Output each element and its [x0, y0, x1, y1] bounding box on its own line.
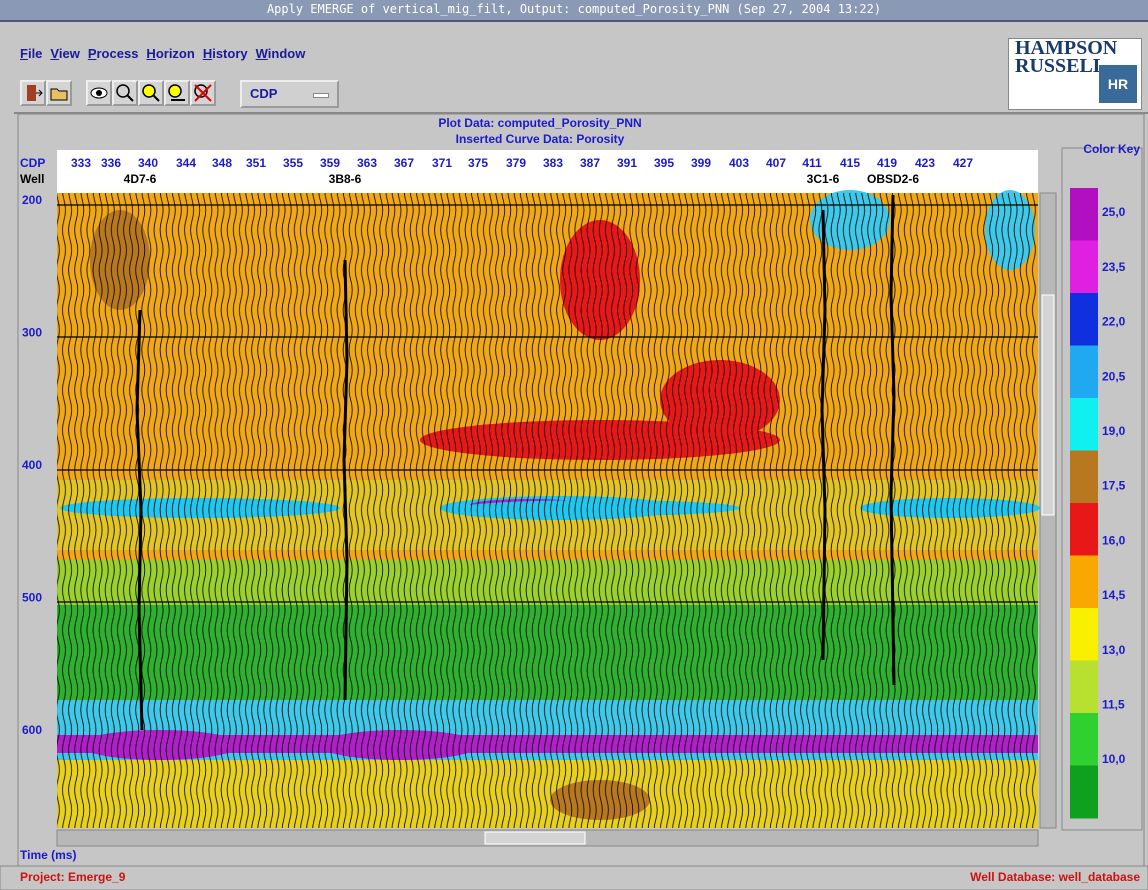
well-label: Well — [20, 172, 44, 186]
color-swatch — [1070, 188, 1098, 241]
cdp-tick-label: 351 — [246, 156, 266, 170]
plot-title: Plot Data: computed_Porosity_PNN — [438, 116, 641, 130]
time-tick-label: 400 — [22, 458, 42, 472]
cdp-tick-label: 391 — [617, 156, 637, 170]
menu-item[interactable]: View — [50, 46, 80, 61]
time-axis-label: Time (ms) — [20, 848, 76, 862]
view-button[interactable] — [86, 80, 112, 106]
zoom-out-button[interactable] — [164, 80, 190, 106]
color-swatch — [1070, 555, 1098, 609]
time-tick-label: 200 — [22, 193, 42, 207]
menu-bar: File View Process Horizon History Window — [20, 46, 313, 61]
cdp-tick-label: 411 — [802, 156, 822, 170]
cdp-tick-label: 383 — [543, 156, 563, 170]
color-swatch — [1070, 240, 1098, 294]
color-key-label: 14,5 — [1102, 588, 1126, 602]
zoom-in-button[interactable] — [138, 80, 164, 106]
cdp-tick-label: 399 — [691, 156, 711, 170]
color-swatch — [1070, 765, 1098, 819]
color-key-label: 25,0 — [1102, 205, 1126, 219]
logo: HAMPSON RUSSELL HR — [1008, 38, 1142, 110]
color-swatch — [1070, 345, 1098, 399]
color-swatch — [1070, 608, 1098, 661]
color-key-label: 22,0 — [1102, 315, 1126, 329]
seismic-section — [57, 190, 1040, 828]
color-key-title: Color Key — [1083, 142, 1140, 156]
cdp-tick-label: 375 — [468, 156, 488, 170]
cdp-tick-label: 427 — [953, 156, 973, 170]
time-tick-label: 600 — [22, 723, 42, 737]
cdp-tick-label: 387 — [580, 156, 600, 170]
color-swatch — [1070, 713, 1098, 766]
menu-item[interactable]: History — [202, 46, 248, 61]
well-name: 3B8-6 — [329, 172, 362, 186]
cdp-tick-label: 403 — [729, 156, 749, 170]
exit-button[interactable] — [20, 80, 46, 106]
color-swatch — [1070, 450, 1098, 504]
dropdown-value: CDP — [250, 86, 278, 101]
cdp-tick-label: 348 — [212, 156, 232, 170]
open-button[interactable] — [46, 80, 72, 106]
cdp-tick-label: 379 — [506, 156, 526, 170]
cdp-tick-label: 371 — [432, 156, 452, 170]
cdp-tick-label: 344 — [176, 156, 196, 170]
cdp-tick-label: 340 — [138, 156, 158, 170]
color-key-label: 17,5 — [1102, 479, 1126, 493]
logo-mark: HR — [1099, 65, 1137, 103]
color-key-label: 13,0 — [1102, 643, 1126, 657]
well-name: OBSD2-6 — [867, 172, 919, 186]
zoom-reset-button[interactable] — [190, 80, 216, 106]
color-key-label: 20,5 — [1102, 369, 1126, 383]
cdp-tick-label: 355 — [283, 156, 303, 170]
cdp-tick-label: 423 — [915, 156, 935, 170]
menu-item[interactable]: Window — [255, 46, 306, 61]
color-key-label: 11,5 — [1102, 697, 1125, 711]
menu-item[interactable]: Process — [87, 46, 139, 61]
color-swatch — [1070, 660, 1098, 714]
color-key-label: 16,0 — [1102, 533, 1126, 547]
status-database: Well Database: well_database — [970, 870, 1140, 884]
well-name: 4D7-6 — [124, 172, 157, 186]
cdp-tick-label: 359 — [320, 156, 340, 170]
color-swatch — [1070, 293, 1098, 346]
color-swatch — [1070, 503, 1098, 556]
plot-subtitle: Inserted Curve Data: Porosity — [456, 132, 625, 146]
cdp-tick-label: 415 — [840, 156, 860, 170]
cdp-tick-label: 336 — [101, 156, 121, 170]
title-bar — [0, 0, 1148, 22]
color-key-label: 23,5 — [1102, 260, 1126, 274]
well-name: 3C1-6 — [807, 172, 840, 186]
cdp-tick-label: 363 — [357, 156, 377, 170]
time-tick-label: 300 — [22, 326, 42, 340]
color-key-label: 10,0 — [1102, 752, 1126, 766]
color-swatch — [1070, 398, 1098, 451]
time-tick-label: 500 — [22, 591, 42, 605]
cdp-tick-label: 367 — [394, 156, 414, 170]
color-key-label: 19,0 — [1102, 424, 1126, 438]
cdp-tick-label: 419 — [877, 156, 897, 170]
logo-text: HAMPSON — [1015, 37, 1118, 59]
axis-dropdown[interactable]: CDP — [240, 80, 339, 108]
menu-item[interactable]: Horizon — [146, 46, 195, 61]
cdp-tick-label: 333 — [71, 156, 91, 170]
logo-text: RUSSELL — [1015, 55, 1107, 77]
cdp-tick-label: 407 — [766, 156, 786, 170]
zoom-button[interactable] — [112, 80, 138, 106]
menu-item[interactable]: File — [20, 46, 43, 61]
cdp-label: CDP — [20, 156, 45, 170]
window-title: Apply EMERGE of vertical_mig_filt, Outpu… — [266, 2, 882, 16]
status-project: Project: Emerge_9 — [20, 870, 126, 884]
cdp-tick-label: 395 — [654, 156, 674, 170]
